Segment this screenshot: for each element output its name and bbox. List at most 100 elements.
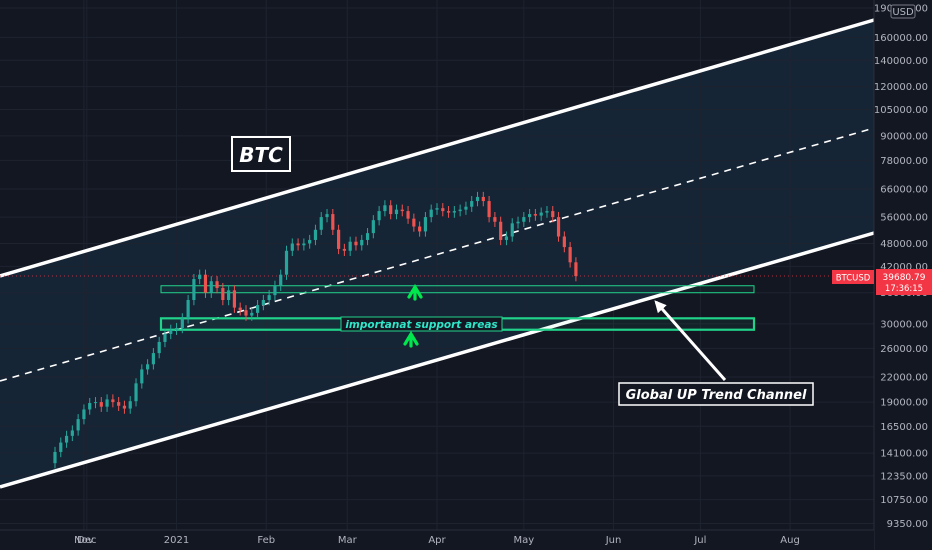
candle-body[interactable]	[556, 217, 561, 237]
last-price-tag[interactable]: 39680.79 17:36:15	[876, 269, 932, 295]
candle-body[interactable]	[441, 208, 445, 212]
candle-body[interactable]	[487, 201, 491, 218]
candle-body[interactable]	[458, 209, 462, 212]
candle-body[interactable]	[493, 217, 497, 222]
candle-body[interactable]	[198, 274, 202, 280]
candle-body[interactable]	[528, 214, 532, 218]
candle-body[interactable]	[279, 274, 283, 286]
candle-body[interactable]	[151, 353, 155, 365]
candle-body[interactable]	[574, 262, 578, 277]
candle-body[interactable]	[111, 399, 115, 403]
candle-body[interactable]	[499, 221, 503, 240]
candle-body[interactable]	[435, 208, 439, 210]
candle-body[interactable]	[551, 211, 555, 218]
candle-body[interactable]	[568, 247, 572, 263]
candle-body[interactable]	[64, 435, 69, 443]
candle-body[interactable]	[273, 285, 277, 296]
candle-body[interactable]	[117, 402, 121, 406]
candle-body[interactable]	[82, 409, 86, 420]
symbol-tag[interactable]: BTCUSD	[832, 270, 874, 284]
candle-body[interactable]	[105, 399, 109, 407]
candle-body[interactable]	[163, 333, 167, 342]
candle-body[interactable]	[238, 307, 242, 311]
candle-body[interactable]	[354, 241, 358, 246]
candle-body[interactable]	[319, 217, 323, 230]
candle-body[interactable]	[418, 226, 422, 232]
candle-body[interactable]	[325, 214, 329, 218]
candle-body[interactable]	[99, 402, 103, 407]
candle-body[interactable]	[157, 341, 161, 354]
candle-body[interactable]	[140, 369, 144, 384]
candle-body[interactable]	[475, 196, 480, 202]
candle-body[interactable]	[308, 239, 312, 244]
channel-upper-line[interactable]	[0, 18, 875, 278]
candle-body[interactable]	[284, 250, 289, 275]
candle-body[interactable]	[464, 206, 468, 210]
currency-badge[interactable]: USD	[890, 4, 916, 19]
candle-body[interactable]	[244, 310, 248, 316]
candle-body[interactable]	[533, 214, 537, 216]
channel-mid-line[interactable]	[0, 127, 875, 382]
candle-body[interactable]	[255, 305, 260, 313]
candle-body[interactable]	[169, 329, 173, 334]
candle-body[interactable]	[232, 290, 237, 308]
candle-body[interactable]	[342, 248, 346, 251]
channel-lower-line[interactable]	[0, 231, 875, 489]
candle-body[interactable]	[446, 211, 451, 213]
candle-body[interactable]	[209, 281, 213, 293]
channel-label-group[interactable]: Global UP Trend Channel	[618, 382, 814, 406]
candle-body[interactable]	[504, 236, 509, 240]
candle-body[interactable]	[134, 383, 138, 402]
candle-body[interactable]	[70, 430, 74, 436]
support-label-group[interactable]: importanat support areas	[340, 316, 503, 332]
candle-body[interactable]	[371, 220, 375, 234]
support-zone[interactable]	[160, 285, 755, 294]
candle-body[interactable]	[331, 214, 335, 230]
candle-body[interactable]	[452, 211, 456, 213]
candle-body[interactable]	[423, 217, 428, 232]
candle-body[interactable]	[296, 243, 300, 246]
candle-body[interactable]	[203, 274, 208, 293]
candle-body[interactable]	[192, 279, 196, 301]
candle-body[interactable]	[93, 402, 98, 404]
time-axis-panel[interactable]	[0, 530, 874, 550]
candle-body[interactable]	[470, 201, 474, 207]
candle-body[interactable]	[481, 196, 485, 202]
candle-body[interactable]	[227, 290, 231, 301]
candle-body[interactable]	[400, 209, 404, 212]
candle-body[interactable]	[250, 312, 254, 316]
candle-body[interactable]	[539, 212, 543, 216]
candle-body[interactable]	[53, 451, 57, 464]
candle-body[interactable]	[180, 318, 184, 328]
candle-body[interactable]	[76, 419, 80, 431]
candle-body[interactable]	[545, 211, 549, 213]
candle-body[interactable]	[128, 401, 132, 409]
candle-body[interactable]	[302, 243, 306, 246]
candle-body[interactable]	[429, 209, 433, 218]
candle-body[interactable]	[412, 218, 416, 227]
candle-body[interactable]	[186, 300, 190, 319]
candle-body[interactable]	[267, 295, 271, 301]
candle-body[interactable]	[510, 223, 514, 237]
candle-body[interactable]	[562, 236, 566, 248]
candle-body[interactable]	[88, 403, 92, 410]
candle-body[interactable]	[59, 442, 63, 452]
candle-body[interactable]	[122, 405, 127, 409]
candle-body[interactable]	[394, 209, 399, 215]
candle-body[interactable]	[215, 281, 219, 289]
candle-body[interactable]	[406, 211, 410, 219]
candle-body[interactable]	[360, 239, 364, 246]
candle-body[interactable]	[389, 205, 393, 215]
candle-body[interactable]	[313, 229, 318, 240]
candle-body[interactable]	[221, 288, 225, 301]
candle-body[interactable]	[337, 229, 341, 249]
candle-body[interactable]	[522, 217, 526, 222]
candle-body[interactable]	[516, 221, 520, 224]
title-badge[interactable]: BTC	[231, 136, 291, 172]
candle-body[interactable]	[146, 364, 150, 370]
candle-body[interactable]	[348, 241, 352, 251]
candle-body[interactable]	[290, 243, 294, 251]
candle-body[interactable]	[261, 300, 265, 306]
candle-body[interactable]	[174, 327, 179, 330]
